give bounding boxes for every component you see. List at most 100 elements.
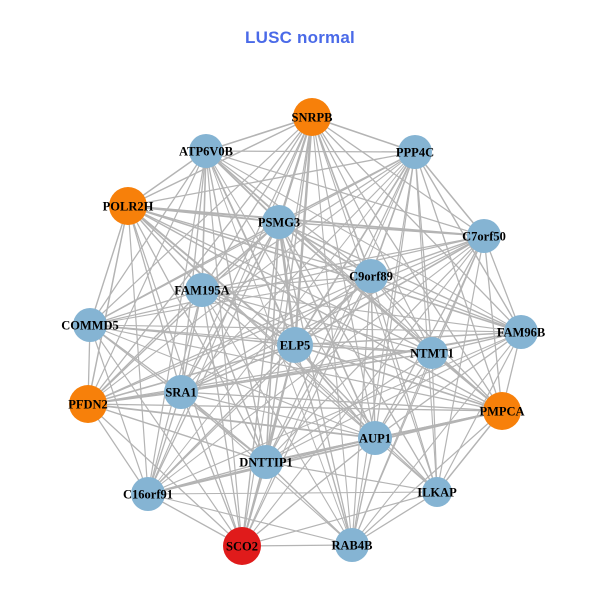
network-node-pfdn2[interactable]: PFDN2	[68, 385, 108, 423]
network-edge	[89, 235, 485, 326]
network-edge	[351, 275, 372, 546]
network-node-dnttip1[interactable]: DNTTIP1	[239, 445, 293, 479]
network-edge	[127, 205, 433, 354]
network-edge	[265, 461, 438, 493]
network-node-polr2h[interactable]: POLR2H	[103, 187, 154, 225]
node-circle[interactable]	[358, 421, 392, 455]
network-node-aup1[interactable]: AUP1	[358, 421, 392, 455]
network-edge	[87, 352, 433, 405]
network-edge	[87, 235, 485, 405]
network-edge	[414, 151, 438, 493]
network-edge	[89, 205, 129, 326]
network-edge	[180, 289, 203, 393]
network-edge	[311, 116, 522, 333]
network-edge	[201, 150, 207, 291]
node-circle[interactable]	[416, 337, 448, 369]
network-edge	[127, 205, 485, 237]
node-circle[interactable]	[483, 392, 521, 430]
node-circle[interactable]	[185, 273, 219, 307]
node-circle[interactable]	[109, 187, 147, 225]
node-circle[interactable]	[398, 135, 432, 169]
network-node-c7orf50[interactable]: C7orf50	[462, 219, 506, 253]
network-edge	[241, 437, 376, 547]
network-edge	[294, 344, 433, 354]
network-edge	[278, 221, 438, 493]
node-circle[interactable]	[262, 205, 296, 239]
node-label: ILKAP	[417, 486, 457, 500]
network-edge	[201, 289, 522, 333]
network-node-elp5[interactable]: ELP5	[277, 327, 313, 363]
node-circle[interactable]	[277, 327, 313, 363]
node-circle[interactable]	[293, 98, 331, 136]
network-node-sra1[interactable]: SRA1	[164, 375, 198, 409]
node-circle[interactable]	[69, 385, 107, 423]
network-node-atp6v0b[interactable]: ATP6V0B	[179, 134, 233, 168]
node-circle[interactable]	[73, 308, 107, 342]
network-edge	[180, 391, 376, 439]
network-node-psmg3[interactable]: PSMG3	[258, 205, 300, 239]
node-circle[interactable]	[354, 259, 388, 293]
network-edge	[265, 331, 522, 463]
network-edge	[201, 275, 372, 291]
network-edge	[370, 151, 416, 277]
network-edge	[201, 116, 313, 291]
network-edge	[351, 331, 522, 546]
node-label: C7orf50	[462, 230, 506, 244]
network-edge	[241, 151, 416, 547]
network-node-fam195a[interactable]: FAM195A	[174, 273, 230, 307]
network-edge	[205, 150, 503, 412]
network-node-fam96b[interactable]: FAM96B	[497, 315, 545, 349]
network-edge	[127, 205, 522, 333]
network-edge	[89, 289, 203, 326]
network-edge	[278, 221, 522, 333]
network-edge	[201, 289, 433, 354]
node-circle[interactable]	[335, 528, 369, 562]
node-circle[interactable]	[223, 527, 261, 565]
node-label: ELP5	[280, 339, 311, 353]
network-node-rab4b[interactable]: RAB4B	[332, 528, 373, 562]
network-edge	[241, 491, 438, 547]
node-circle[interactable]	[504, 315, 538, 349]
network-node-snrpb[interactable]: SNRPB	[292, 98, 333, 136]
network-node-commd5[interactable]: COMMD5	[61, 308, 119, 342]
node-label: SRA1	[165, 386, 196, 400]
node-label: FAM195A	[174, 284, 229, 298]
node-label: PMPCA	[479, 405, 524, 419]
node-circle[interactable]	[467, 219, 501, 253]
network-node-c16orf91[interactable]: C16orf91	[123, 477, 173, 511]
network-node-pmpca[interactable]: PMPCA	[479, 392, 525, 430]
network-node-ppp4c[interactable]: PPP4C	[396, 135, 434, 169]
node-label: DNTTIP1	[239, 456, 292, 470]
network-edge	[127, 205, 372, 277]
node-circle[interactable]	[164, 375, 198, 409]
network-edge	[414, 151, 503, 412]
network-node-ntmt1[interactable]: NTMT1	[410, 337, 454, 369]
network-edge	[294, 344, 503, 412]
network-edge	[89, 324, 522, 333]
node-label: FAM96B	[497, 326, 545, 340]
network-edge	[414, 151, 433, 354]
network-edge	[201, 235, 485, 291]
node-label: SCO2	[226, 540, 258, 554]
node-label: RAB4B	[332, 539, 373, 553]
network-edge	[127, 151, 416, 207]
network-node-c9orf89[interactable]: C9orf89	[349, 259, 393, 293]
network-edge	[294, 331, 522, 346]
network-edge	[414, 151, 485, 237]
node-circle[interactable]	[422, 477, 452, 507]
network-edge	[370, 235, 485, 277]
node-circle[interactable]	[249, 445, 283, 479]
page-title: LUSC normal	[245, 28, 355, 47]
network-node-sco2[interactable]: SCO2	[223, 527, 261, 565]
network-edge	[201, 289, 376, 439]
node-circle[interactable]	[131, 477, 165, 511]
network-edge	[127, 205, 149, 495]
node-circle[interactable]	[189, 134, 223, 168]
network-edge	[351, 352, 433, 546]
network-edge	[265, 151, 416, 463]
network-edge	[89, 324, 376, 439]
node-label: SNRPB	[292, 111, 333, 125]
network-node-ilkap[interactable]: ILKAP	[417, 477, 457, 507]
network-edge	[201, 289, 296, 346]
